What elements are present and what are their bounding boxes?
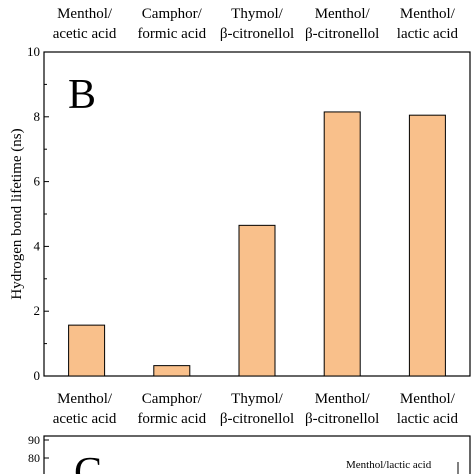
x-category-label: Thymol/: [231, 391, 283, 407]
panel-c-frame: [43, 435, 471, 474]
x-category-label: lactic acid: [397, 411, 459, 427]
x-category-label: formic acid: [137, 411, 206, 427]
y-tick-label: 0: [34, 368, 41, 383]
y-tick-label: 4: [34, 238, 41, 253]
bar: [68, 324, 106, 377]
x-category-label: Menthol/: [315, 391, 371, 407]
bar: [323, 111, 361, 377]
panel-c-tick-label: 80: [28, 451, 40, 465]
y-tick-label: 10: [27, 44, 40, 59]
x-category-label: β-citronellol: [305, 411, 379, 427]
x-axis-category-labels: Menthol/acetic acid Camphor/formic acid Th…: [53, 391, 459, 427]
bar: [153, 365, 191, 377]
x-category-label: Camphor/: [142, 391, 203, 407]
y-tick-label: 2: [34, 303, 41, 318]
panel-c-label: C: [74, 450, 102, 474]
bars: [68, 111, 446, 377]
panel-c-tick-label: 90: [28, 433, 40, 447]
y-tick-label: 8: [34, 109, 41, 124]
panel-c-annotation: Menthol/lactic acid: [346, 459, 432, 471]
y-axis-label: Hydrogen bond lifetime (ns): [9, 128, 25, 299]
top-category-label: β-citronellol: [305, 26, 379, 42]
y-tick-label: 6: [34, 174, 41, 189]
panel-b: B 0 2 4 6 8 10 Hydrogen bond lifetime (ns) Me…: [9, 44, 471, 427]
x-category-label: β-citronellol: [220, 411, 294, 427]
top-category-label: Menthol/: [400, 6, 456, 22]
top-category-label: lactic acid: [397, 26, 459, 42]
top-category-label: Menthol/: [315, 6, 371, 22]
x-category-label: acetic acid: [53, 411, 117, 427]
x-category-label: Menthol/: [57, 391, 113, 407]
x-category-label: Menthol/: [400, 391, 456, 407]
top-category-label: acetic acid: [53, 26, 117, 42]
panel-b-label: B: [68, 72, 96, 118]
top-category-label: Thymol/: [231, 6, 283, 22]
bar: [238, 224, 276, 377]
y-axis-ticks: 0 2 4 6 8 10: [27, 44, 49, 383]
top-category-label: Camphor/: [142, 6, 203, 22]
top-category-label: β-citronellol: [220, 26, 294, 42]
top-category-label: Menthol/: [57, 6, 113, 22]
top-category-label: formic acid: [137, 26, 206, 42]
bar: [408, 114, 446, 377]
top-category-labels: Menthol/acetic acid Camphor/formic acid Th…: [53, 6, 459, 42]
